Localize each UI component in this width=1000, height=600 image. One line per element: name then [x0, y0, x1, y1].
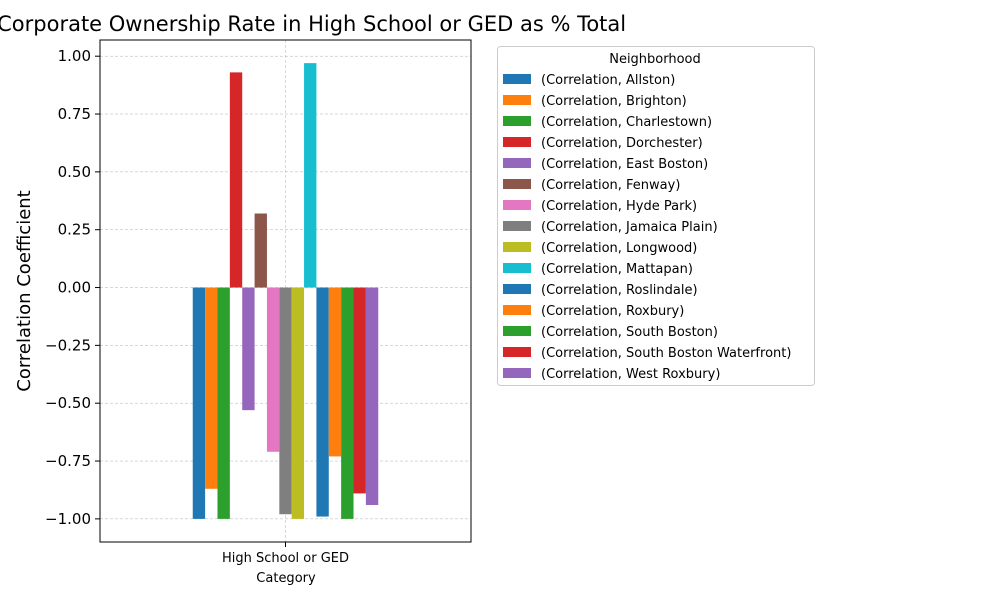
y-tick-label: −0.25: [45, 336, 91, 354]
legend-swatch: [503, 284, 531, 294]
legend-title: Neighborhood: [609, 52, 701, 67]
legend-swatch: [503, 137, 531, 147]
y-tick-label: 0.50: [58, 163, 91, 181]
y-tick-label: −0.50: [45, 394, 91, 412]
legend-label: (Correlation, Hyde Park): [541, 199, 697, 214]
legend-swatch: [503, 74, 531, 84]
bar: [353, 287, 366, 494]
legend-label: (Correlation, Allston): [541, 73, 675, 88]
legend-label: (Correlation, East Boston): [541, 157, 708, 172]
y-tick-label: −0.75: [45, 452, 91, 470]
legend-swatch: [503, 221, 531, 231]
legend-swatch: [503, 242, 531, 252]
legend-label: (Correlation, South Boston Waterfront): [541, 346, 791, 361]
legend-label: (Correlation, Brighton): [541, 94, 687, 109]
legend-frame: [497, 46, 815, 386]
y-tick-label: 1.00: [58, 47, 91, 65]
bar: [316, 287, 329, 517]
y-tick-label: −1.00: [45, 510, 91, 528]
legend-swatch: [503, 179, 531, 189]
bar: [205, 287, 218, 489]
y-tick-label: 0.25: [58, 221, 91, 239]
legend-label: (Correlation, Dorchester): [541, 136, 703, 151]
legend-label: (Correlation, Charlestown): [541, 115, 712, 130]
bar: [242, 287, 255, 411]
bar: [365, 287, 379, 505]
bar: [254, 213, 267, 288]
bar: [328, 287, 342, 457]
legend-label: (Correlation, Mattapan): [541, 262, 693, 277]
legend-swatch: [503, 200, 531, 210]
y-axis-label: Correlation Coefficient: [14, 190, 35, 391]
bar: [266, 287, 280, 452]
legend-label: (Correlation, Roslindale): [541, 283, 698, 298]
legend-label: (Correlation, Fenway): [541, 178, 680, 193]
legend: Neighborhood (Correlation, Allston)(Corr…: [497, 46, 815, 386]
legend-label: (Correlation, Roxbury): [541, 304, 684, 319]
legend-swatch: [503, 116, 531, 126]
bars: [192, 63, 379, 519]
bar: [217, 287, 230, 519]
legend-label: (Correlation, Longwood): [541, 241, 697, 256]
legend-swatch: [503, 368, 531, 378]
legend-label: (Correlation, South Boston): [541, 325, 718, 340]
bar: [341, 287, 354, 519]
x-tick-label: High School or GED: [222, 551, 349, 566]
chart-title: with Corporate Ownership Rate in High Sc…: [0, 12, 626, 36]
legend-swatch: [503, 95, 531, 105]
plot-frame: [99, 39, 472, 543]
legend-swatch: [503, 305, 531, 315]
y-ticks: 1.00 0.75 0.50 0.25 0.00 −0.25 −0.50 −0.75 −1.00: [45, 47, 100, 528]
y-tick-label: 0.00: [58, 279, 91, 297]
legend-swatch: [503, 158, 531, 168]
bar: [291, 287, 305, 519]
legend-label: (Correlation, Jamaica Plain): [541, 220, 718, 235]
y-tick-label: 0.75: [58, 105, 91, 123]
legend-swatch: [503, 347, 531, 357]
bar: [304, 63, 317, 288]
bar: [279, 287, 292, 515]
bar: [192, 287, 206, 519]
x-ticks: High School or GED: [222, 542, 349, 566]
x-axis-label: Category: [256, 571, 316, 586]
legend-label: (Correlation, West Roxbury): [541, 367, 720, 382]
legend-items: (Correlation, Allston) (Correlation, Brig…: [503, 73, 791, 382]
legend-swatch: [503, 326, 531, 336]
legend-swatch: [503, 263, 531, 273]
bar: [229, 72, 243, 288]
